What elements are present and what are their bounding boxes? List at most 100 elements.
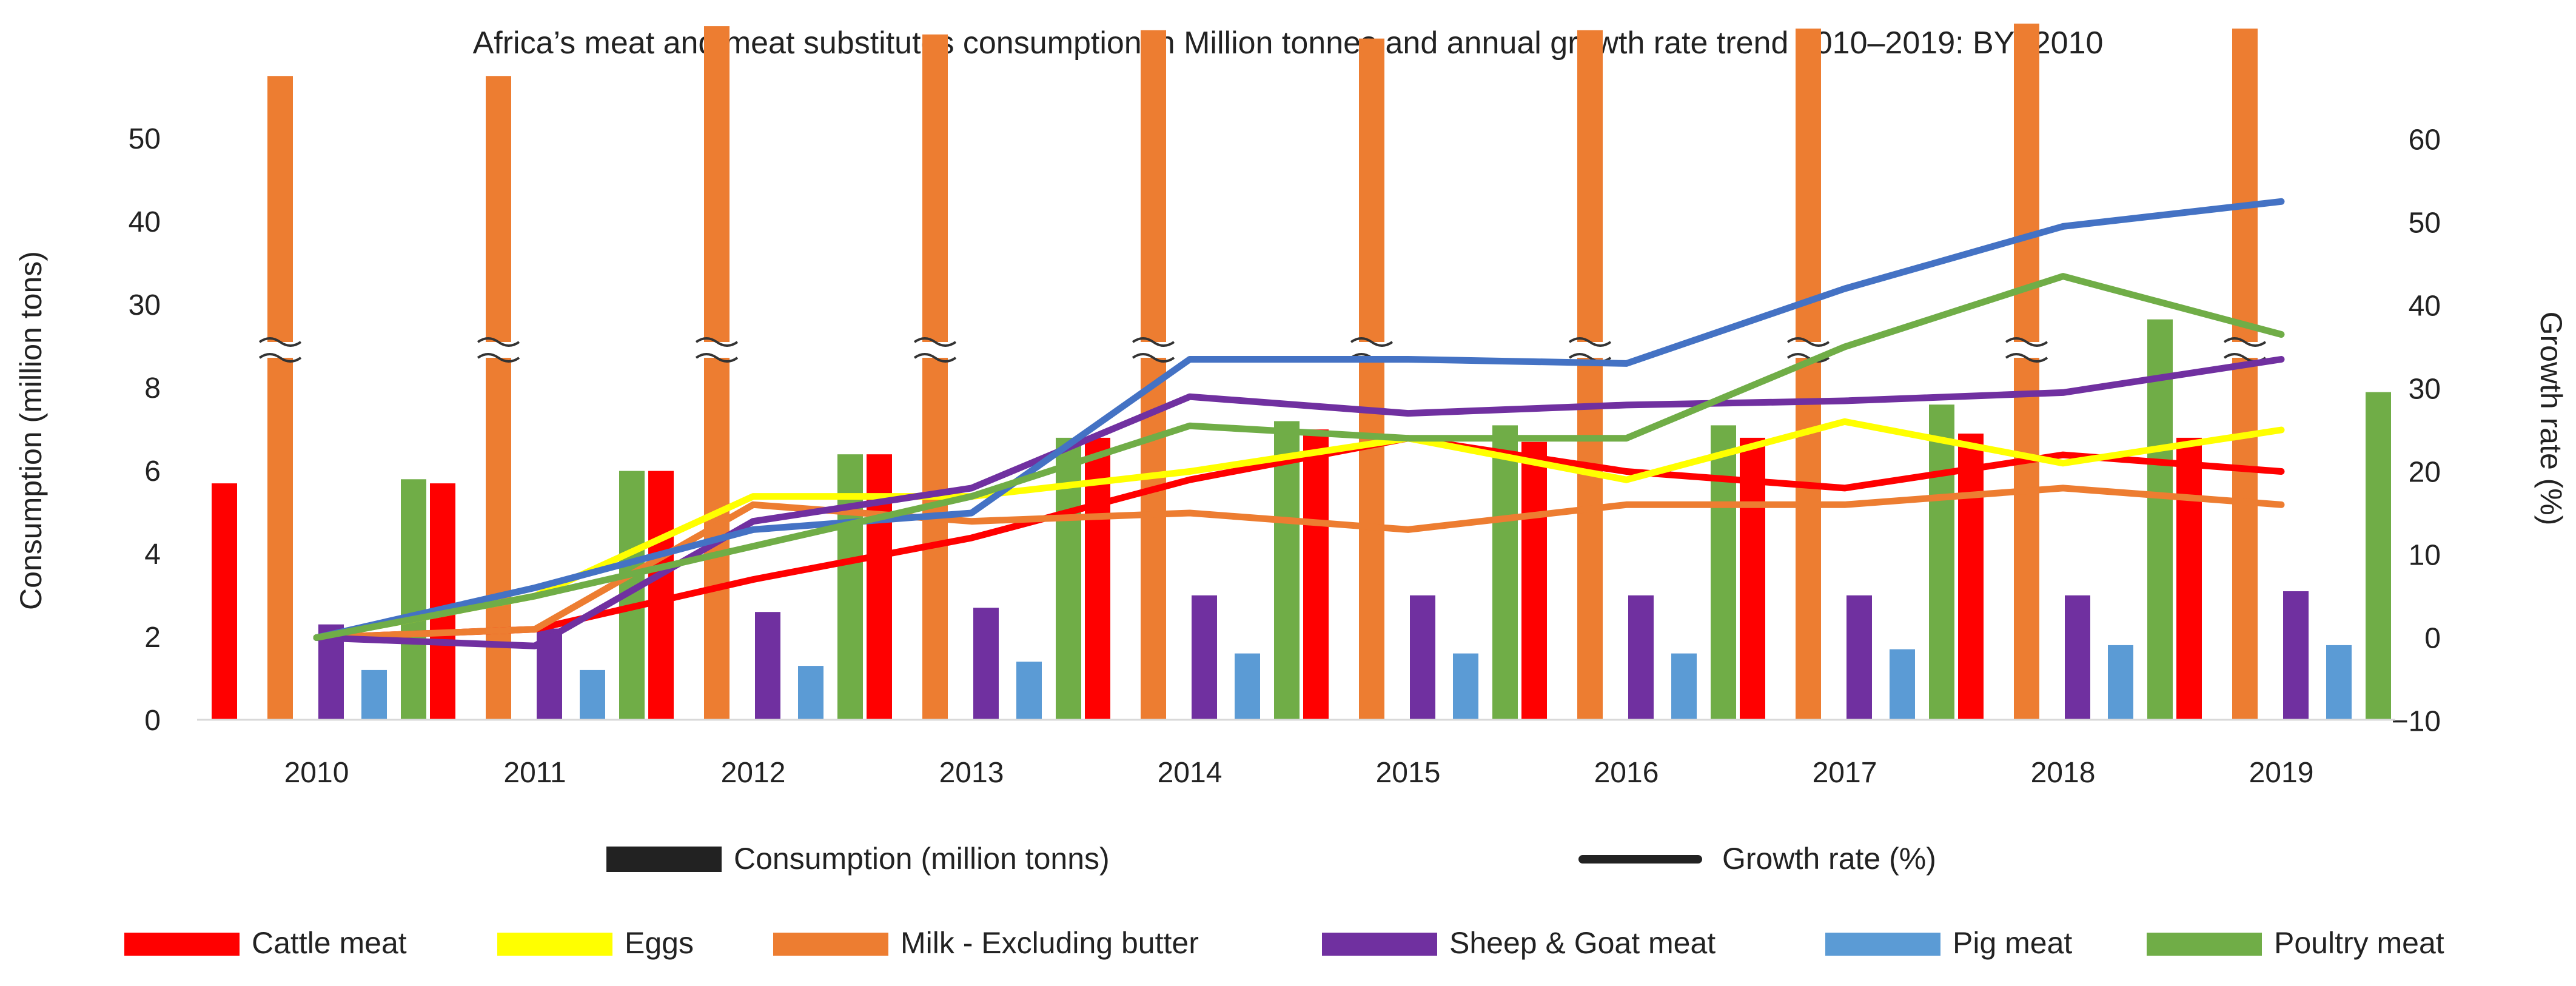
- legend-label: Cattle meat: [252, 926, 407, 960]
- axis-break-mark: [695, 337, 739, 347]
- bar-pig-meat-2018: [2108, 645, 2133, 720]
- legend-swatch: [1322, 933, 1437, 956]
- axis-break-mark: [913, 353, 957, 363]
- bar-milk-excluding-butter-2010: [267, 76, 293, 720]
- bar-milk-excluding-butter-2018: [2014, 23, 2039, 720]
- y-left-tick-label: 30: [129, 289, 161, 321]
- axis-break-mark: [2005, 353, 2048, 363]
- bar-poultry-meat-2014: [1274, 421, 1300, 720]
- y-left-tick-label: 50: [129, 123, 161, 155]
- bar-cattle-meat-2011: [430, 483, 455, 720]
- x-tick-label: 2019: [2249, 757, 2314, 789]
- line-pig-meat: [313, 198, 2285, 641]
- bar-sheep-goat-meat-2018: [2065, 595, 2090, 720]
- legend-types: Consumption (million tonns) Growth rate …: [606, 842, 1936, 876]
- x-tick-label: 2010: [284, 757, 349, 789]
- bar-milk-excluding-butter-2016: [1577, 30, 1603, 720]
- axis-break-mark: [1786, 353, 1830, 363]
- legend-growth-label: Growth rate (%): [1722, 842, 1936, 876]
- axis-break-mark: [477, 337, 520, 347]
- axis-break-mark: [1132, 353, 1175, 363]
- line-cattle-meat: [313, 435, 2285, 641]
- axis-break-mark: [1132, 337, 1175, 347]
- legend-swatch: [773, 933, 888, 956]
- legend-label: Pig meat: [1953, 926, 2072, 960]
- x-tick-label: 2016: [1594, 757, 1659, 789]
- chart-title: Africa’s meat and meat substitutes consu…: [473, 25, 2104, 61]
- axis-break-mark: [2005, 337, 2048, 347]
- bar-pig-meat-2019: [2326, 645, 2352, 720]
- bar-sheep-goat-meat-2019: [2283, 591, 2309, 720]
- line-milk-excluding-butter: [313, 485, 2285, 641]
- legend-label: Eggs: [625, 926, 694, 960]
- axis-break-mark: [913, 337, 957, 347]
- bar-poultry-meat-2013: [1056, 437, 1081, 720]
- bar-poultry-meat-2017: [1929, 404, 1954, 720]
- y-left-tick-label: 8: [144, 372, 161, 404]
- y-axis-left-title: Consumption (million tons): [14, 251, 48, 610]
- bar-poultry-meat-2018: [2147, 319, 2173, 720]
- x-tick-label: 2012: [721, 757, 786, 789]
- bar-milk-excluding-butter-2012: [704, 26, 730, 720]
- line-eggs: [313, 418, 2285, 641]
- bar-pig-meat-2015: [1453, 653, 1478, 720]
- legend-label: Milk - Excluding butter: [901, 926, 1199, 960]
- axis-break-mark: [1350, 337, 1394, 347]
- y-right-tick-label: −10: [2392, 706, 2441, 738]
- y-left-tick-label: 2: [144, 622, 161, 654]
- y-left-tick-label: 0: [144, 705, 161, 737]
- y-right-tick-label: 10: [2409, 540, 2441, 572]
- legend-swatch: [497, 933, 612, 956]
- bar-sheep-goat-meat-2017: [1846, 595, 1872, 720]
- bar-cattle-meat-2019: [2176, 437, 2202, 720]
- y-right-tick-label: 50: [2409, 207, 2441, 240]
- y-left-tick-label: 40: [129, 206, 161, 238]
- bar-cattle-meat-2015: [1303, 429, 1329, 720]
- legend-label: Poultry meat: [2274, 926, 2444, 960]
- axis-break-mark: [1786, 337, 1830, 347]
- bar-pig-meat-2017: [1890, 649, 1915, 720]
- legend-swatch: [2147, 933, 2262, 956]
- line-poultry-meat: [313, 273, 2285, 641]
- x-tick-label: 2018: [2031, 757, 2096, 789]
- bar-poultry-meat-2010: [401, 479, 426, 720]
- bar-cattle-meat-2010: [212, 483, 237, 720]
- y-right-tick-label: 20: [2409, 457, 2441, 489]
- axis-break-mark: [258, 353, 302, 363]
- bar-sheep-goat-meat-2013: [973, 608, 999, 720]
- legend-label: Sheep & Goat meat: [1449, 926, 1716, 960]
- bar-milk-excluding-butter-2019: [2232, 29, 2258, 720]
- bar-pig-meat-2013: [1016, 662, 1042, 720]
- x-tick-label: 2013: [939, 757, 1004, 789]
- x-tick-label: 2011: [503, 757, 566, 789]
- y-axis-left-ticks: 0 2 4 6 8 30 40 50: [129, 123, 161, 737]
- bar-pig-meat-2014: [1235, 653, 1260, 720]
- bar-cattle-meat-2018: [1958, 434, 1984, 720]
- bar-milk-excluding-butter-2015: [1359, 38, 1384, 720]
- legend-consumption-label: Consumption (million tonns): [734, 842, 1110, 876]
- bar-sheep-goat-meat-2015: [1410, 595, 1435, 720]
- bar-poultry-meat-2015: [1492, 425, 1518, 720]
- bar-sheep-goat-meat-2016: [1628, 595, 1654, 720]
- y-right-tick-label: 0: [2424, 623, 2441, 655]
- y-right-tick-label: 60: [2409, 124, 2441, 156]
- bar-pig-meat-2011: [580, 669, 605, 720]
- x-tick-label: 2017: [1813, 757, 1877, 789]
- y-right-tick-label: 40: [2409, 290, 2441, 323]
- bars: [212, 23, 2391, 720]
- legend-swatch: [1825, 933, 1940, 956]
- bar-sheep-goat-meat-2012: [755, 612, 780, 720]
- bar-milk-excluding-butter-2011: [486, 76, 511, 720]
- y-axis-right-title: Growth rate (%): [2534, 312, 2568, 526]
- legend-consumption-swatch: [606, 847, 722, 872]
- bar-milk-excluding-butter-2017: [1796, 29, 1821, 720]
- bar-poultry-meat-2016: [1711, 425, 1736, 720]
- y-right-tick-label: 30: [2409, 374, 2441, 406]
- x-tick-label: 2015: [1376, 757, 1441, 789]
- bar-poultry-meat-2019: [2366, 392, 2391, 720]
- growth-lines: [313, 198, 2285, 649]
- y-left-tick-label: 6: [144, 455, 161, 488]
- y-axis-right-ticks: −10 0 10 20 30 40 50 60: [2392, 124, 2441, 738]
- axis-break-mark: [2223, 337, 2267, 347]
